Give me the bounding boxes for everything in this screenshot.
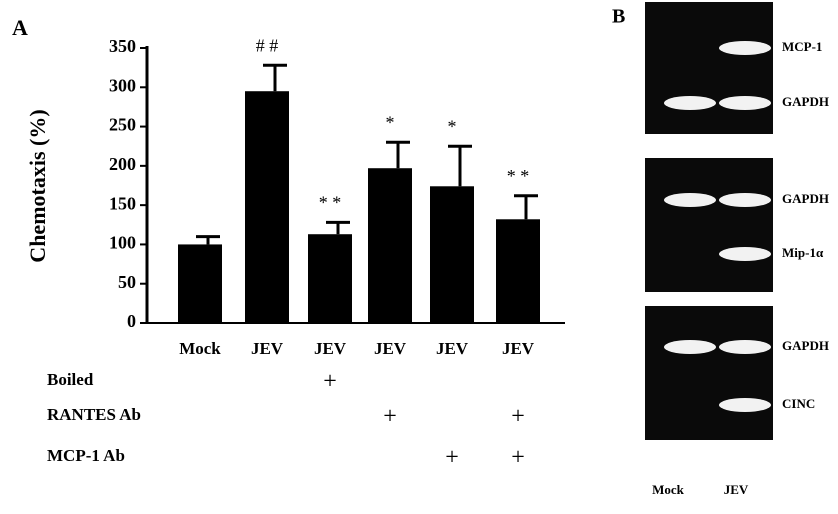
treatment-label: MCP-1 Ab (47, 446, 125, 465)
bar (496, 219, 540, 323)
gel-band (719, 247, 771, 261)
x-tick-label: JEV (374, 339, 407, 358)
gel-image (645, 158, 773, 292)
y-tick-label: 200 (109, 154, 136, 174)
panel-label: A (12, 15, 28, 40)
significance: * (448, 116, 457, 136)
treatment-mark: + (511, 445, 525, 471)
treatment-mark: + (511, 404, 525, 430)
significance: * * (319, 193, 342, 213)
significance: * (386, 112, 395, 132)
band-label: Mip-1α (782, 245, 824, 260)
y-tick-label: 300 (109, 75, 136, 95)
panel-label: B (612, 6, 625, 28)
bar (308, 234, 352, 323)
y-tick-label: 50 (118, 272, 136, 292)
gel-band (719, 41, 771, 55)
band-label: MCP-1 (782, 39, 822, 54)
band-label: GAPDH (782, 191, 829, 206)
gel-band (664, 193, 716, 207)
lane-label: Mock (652, 482, 685, 497)
bar (368, 168, 412, 323)
y-tick-label: 100 (109, 233, 136, 253)
gel-band (664, 96, 716, 110)
y-tick-label: 350 (109, 36, 136, 56)
y-tick-label: 0 (127, 311, 136, 331)
x-tick-label: JEV (436, 339, 469, 358)
lane-label: JEV (724, 482, 749, 497)
gel-image (645, 306, 773, 440)
band-label: GAPDH (782, 94, 829, 109)
gel-image (645, 2, 773, 134)
y-tick-label: 250 (109, 115, 136, 135)
treatment-mark: + (445, 445, 459, 471)
gel-band (719, 96, 771, 110)
bar (430, 186, 474, 323)
significance: # # (256, 35, 279, 55)
treatment-mark: + (383, 404, 397, 430)
figure: A Chemotaxis (%) B 0 50 100 150 200 250 300 350… (0, 0, 838, 514)
gel-band (719, 398, 771, 412)
x-tick-label: JEV (502, 339, 535, 358)
band-label: CINC (782, 396, 815, 411)
bar (245, 91, 289, 323)
significance: * * (507, 166, 530, 186)
y-axis-label: Chemotaxis (%) (25, 109, 50, 262)
x-tick-label: JEV (251, 339, 284, 358)
treatment-label: RANTES Ab (47, 405, 141, 424)
band-label: GAPDH (782, 338, 829, 353)
treatment-label: Boiled (47, 370, 94, 389)
x-tick-label: JEV (314, 339, 347, 358)
y-tick-label: 150 (109, 193, 136, 213)
gel-band (719, 193, 771, 207)
treatment-mark: + (323, 369, 337, 395)
gel-band (664, 340, 716, 354)
x-tick-label: Mock (179, 339, 221, 358)
gel-band (719, 340, 771, 354)
bar (178, 244, 222, 323)
